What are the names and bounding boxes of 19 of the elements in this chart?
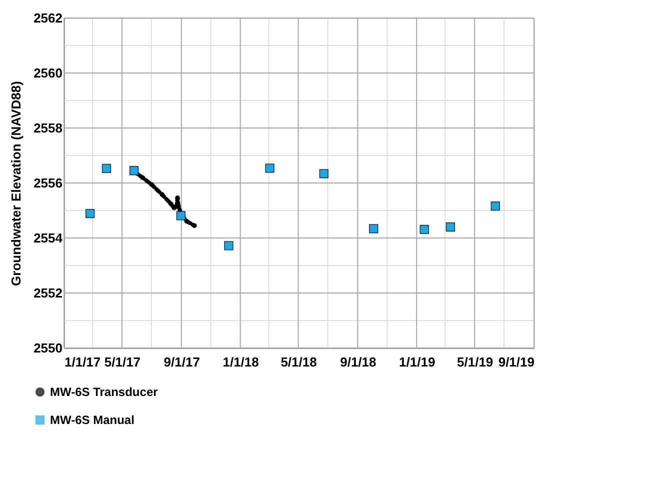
y-tick-label: 2562 bbox=[34, 10, 62, 26]
y-tick-label: 2552 bbox=[34, 286, 62, 300]
x-tick-label: 9/1/19 bbox=[498, 354, 534, 370]
legend-label: MW-6S Manual bbox=[50, 413, 134, 427]
y-axis-title: Groundwater Elevation (NAVD88) bbox=[8, 81, 24, 286]
x-tick-label: 1/1/19 bbox=[399, 354, 436, 370]
x-tick-label: 1/1/18 bbox=[222, 354, 259, 370]
y-tick-label: 2560 bbox=[34, 66, 62, 80]
x-tick-label: 5/1/19 bbox=[457, 354, 494, 370]
legend-label: MW-6S Transducer bbox=[50, 385, 158, 399]
x-tick-label: 5/1/17 bbox=[104, 354, 141, 370]
y-tick-label: 2550 bbox=[34, 340, 62, 356]
y-tick-label: 2554 bbox=[34, 230, 64, 246]
x-tick-label: 9/1/18 bbox=[340, 354, 376, 370]
y-tick-label: 2558 bbox=[34, 120, 62, 136]
y-tick-label: 2556 bbox=[34, 176, 62, 190]
x-tick-label: 5/1/18 bbox=[280, 354, 317, 370]
x-tick-label: 1/1/17 bbox=[64, 354, 101, 370]
x-tick-label: 9/1/17 bbox=[164, 354, 200, 370]
